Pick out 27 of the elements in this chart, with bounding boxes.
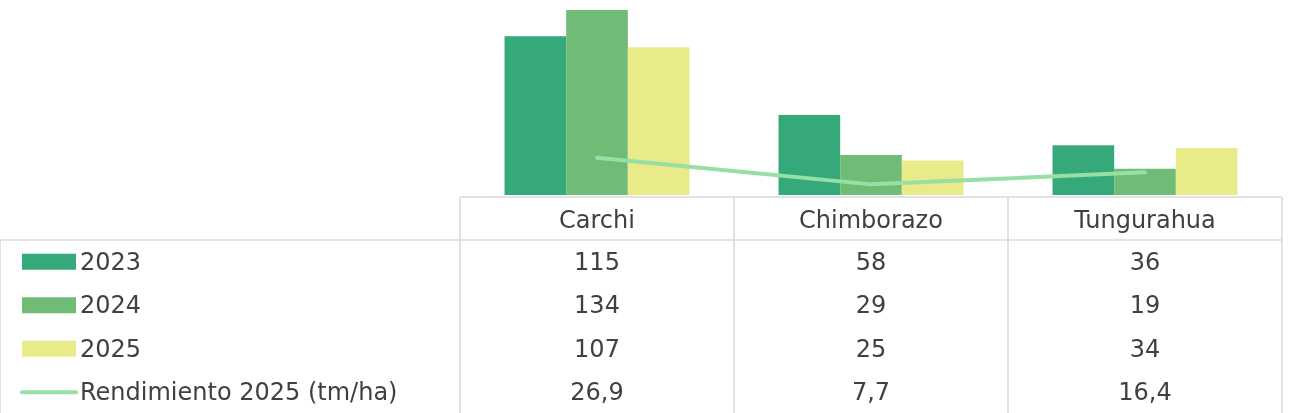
legend-label: Rendimiento 2025 (tm/ha) xyxy=(80,378,398,407)
x-tick-label: Chimborazo xyxy=(799,206,943,234)
data-label: 19 xyxy=(1129,291,1161,320)
legend-label: 2024 xyxy=(80,291,142,320)
data-label: 134 xyxy=(574,291,620,320)
bar xyxy=(504,36,567,195)
x-tick-label: Carchi xyxy=(559,206,635,234)
data-label: 107 xyxy=(574,334,620,363)
legend-label: 2025 xyxy=(80,334,142,363)
data-label: 7,7 xyxy=(851,378,891,407)
data-label: 25 xyxy=(855,334,887,363)
bar xyxy=(1114,168,1176,195)
data-label: 26,9 xyxy=(570,378,624,407)
data-label: 16,4 xyxy=(1118,378,1172,407)
legend-label: 2023 xyxy=(80,247,142,276)
bar xyxy=(1175,148,1238,195)
data-label: 29 xyxy=(855,291,887,320)
bar xyxy=(778,114,841,195)
data-label: 36 xyxy=(1129,247,1161,276)
data-label: 34 xyxy=(1129,334,1161,363)
bar xyxy=(840,154,902,195)
bar xyxy=(566,10,628,195)
bar xyxy=(1052,145,1115,195)
data-label: 58 xyxy=(855,247,887,276)
bar xyxy=(627,47,690,195)
x-tick-label: Tungurahua xyxy=(1073,206,1216,234)
data-label: 115 xyxy=(574,247,620,276)
